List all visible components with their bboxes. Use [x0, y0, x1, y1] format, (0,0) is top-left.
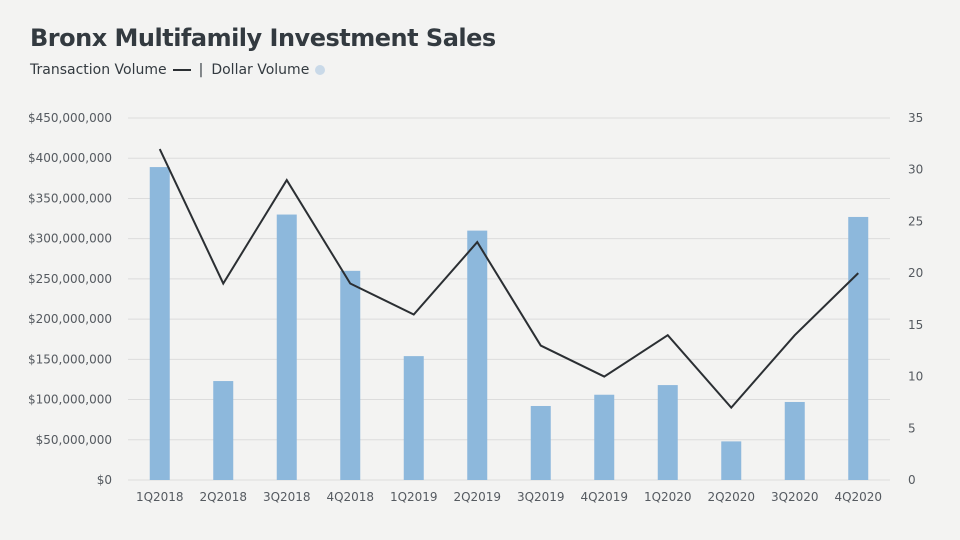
bar: [594, 394, 615, 480]
x-tick-label: 4Q2020: [834, 490, 882, 504]
y-left-tick-label: $100,000,000: [28, 393, 112, 407]
y-right-tick-label: 0: [908, 473, 916, 487]
x-tick-label: 2Q2019: [453, 490, 501, 504]
y-right-tick-label: 20: [908, 266, 923, 280]
y-left-tick-label: $50,000,000: [36, 433, 112, 447]
x-tick-label: 1Q2018: [136, 490, 184, 504]
bar: [530, 405, 551, 480]
x-tick-label: 4Q2018: [326, 490, 374, 504]
bar: [784, 401, 805, 480]
y-left-tick-label: $250,000,000: [28, 272, 112, 286]
y-right-tick-label: 25: [908, 214, 923, 228]
y-left-tick-label: $200,000,000: [28, 312, 112, 326]
x-tick-label: 1Q2019: [390, 490, 438, 504]
x-tick-label: 2Q2020: [707, 490, 755, 504]
y-left-tick-label: $350,000,000: [28, 191, 112, 205]
y-left-tick-label: $400,000,000: [28, 151, 112, 165]
y-right-tick-label: 10: [908, 370, 923, 384]
legend-bar-label: Dollar Volume: [211, 62, 310, 78]
y-left-tick-label: $300,000,000: [28, 232, 112, 246]
legend: Transaction Volume | Dollar Volume: [30, 62, 326, 78]
legend-separator: |: [198, 62, 204, 78]
y-right-tick-label: 5: [908, 421, 916, 435]
y-right-tick-label: 30: [908, 163, 923, 177]
y-left-tick-label: $450,000,000: [28, 111, 112, 125]
x-tick-label: 2Q2018: [199, 490, 247, 504]
y-left-tick-label: $0: [97, 473, 112, 487]
y-left-tick-label: $150,000,000: [28, 352, 112, 366]
x-tick-label: 3Q2018: [263, 490, 311, 504]
bar: [467, 230, 488, 480]
bar: [403, 356, 424, 480]
bar: [848, 216, 869, 481]
y-right-tick-label: 35: [908, 111, 923, 125]
transaction-volume-line: [158, 148, 859, 410]
legend-line-swatch: [172, 69, 191, 71]
bar: [657, 385, 678, 480]
y-right-tick-label: 15: [908, 318, 923, 332]
x-tick-label: 3Q2019: [517, 490, 565, 504]
x-tick-label: 3Q2020: [771, 490, 819, 504]
chart-title: Bronx Multifamily Investment Sales: [30, 24, 496, 52]
bar: [276, 214, 297, 481]
legend-line-label: Transaction Volume: [30, 62, 167, 78]
bar: [213, 381, 234, 480]
bar: [149, 167, 170, 480]
x-tick-label: 1Q2020: [644, 490, 692, 504]
legend-bar-swatch: [315, 65, 326, 75]
bar: [340, 270, 361, 480]
bar: [721, 441, 742, 480]
x-tick-label: 4Q2019: [580, 490, 628, 504]
